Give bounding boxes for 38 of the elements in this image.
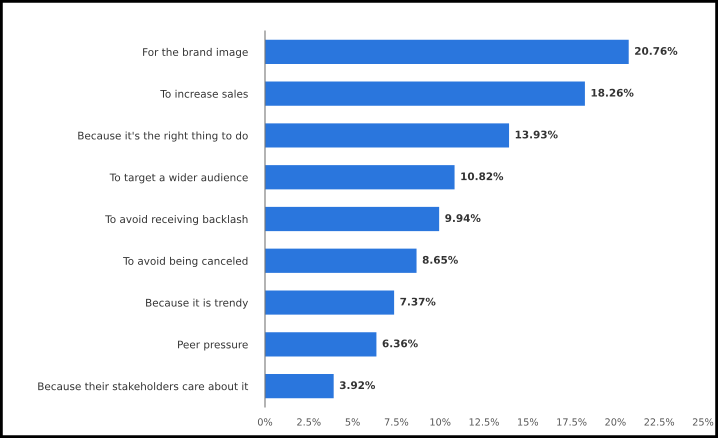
x-tick-label: 2.5% [297,418,321,426]
x-tick-label: 12.5% [470,418,499,426]
bar [265,123,510,148]
y-tick-label: Because it is trendy [146,298,248,309]
y-tick-label: To avoid being canceled [123,256,248,267]
data-label: 18.26% [592,88,634,97]
data-label: 13.93% [516,130,558,138]
y-tick-label: Because it's the right thing to do [78,131,248,142]
bar [265,374,334,398]
data-label: 7.37% [400,298,436,306]
y-tick-label: Because their stakeholders care about it [38,382,248,390]
x-tick-label: 0% [258,418,272,426]
x-tick-label: 5% [346,418,360,426]
bar [265,206,440,232]
bar [265,165,455,190]
y-tick-label: To increase sales [160,90,248,98]
x-tick-label: 7.5% [384,418,408,426]
y-tick-label: Peer pressure [178,340,248,350]
bar [265,40,629,64]
data-label: 10.82% [461,172,504,180]
x-tick-label: 17.5% [557,418,587,426]
y-tick-label: To target a wider audience [110,173,248,184]
data-label: 6.36% [382,339,418,348]
x-tick-label: 15% [518,418,538,426]
x-tick-label: 25% [692,418,714,426]
data-label: 20.76% [635,47,678,55]
bar [265,332,376,356]
x-tick-label: 10% [430,418,450,426]
data-label: 8.65% [422,256,458,264]
y-tick-label: For the brand image [143,48,248,58]
x-tick-label: 20% [605,418,626,426]
data-label: 3.92% [340,381,376,390]
bar [265,82,585,106]
bar [265,290,394,315]
data-label: 9.94% [445,214,481,222]
y-tick-label: To avoid receiving backlash [105,215,248,226]
x-tick-label: 22.5% [644,418,674,426]
bar [265,248,417,273]
